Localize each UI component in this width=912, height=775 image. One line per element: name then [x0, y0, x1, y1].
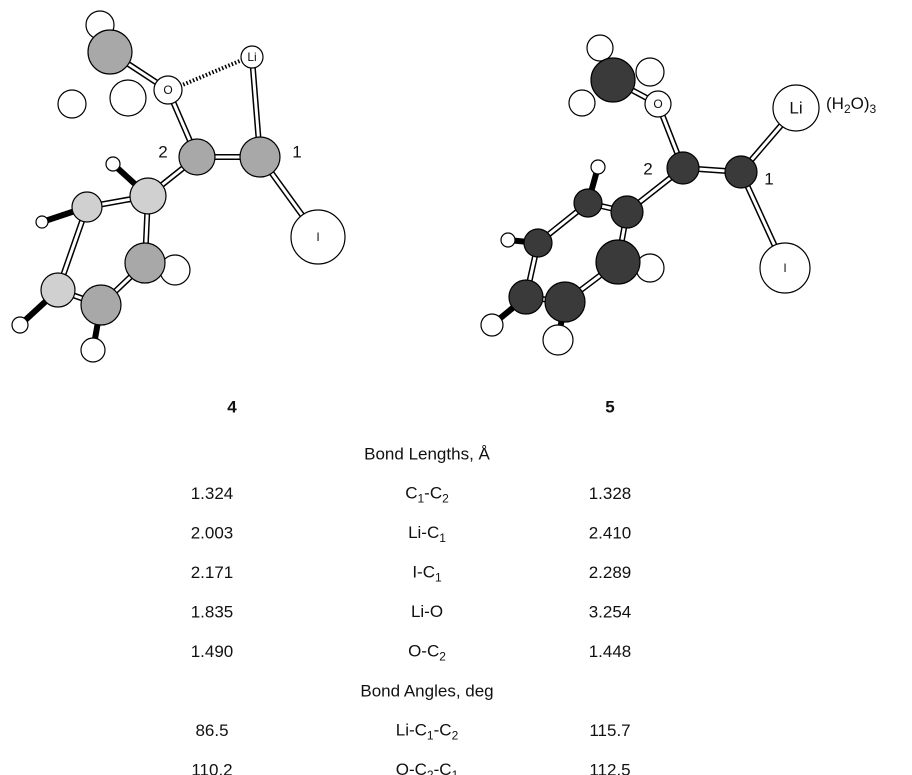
atom-label: I: [783, 261, 786, 275]
compound-label: 5: [605, 397, 614, 416]
atom-number: 1: [292, 142, 301, 161]
value-4: 1.490: [191, 642, 234, 661]
subscript: 1: [439, 531, 446, 545]
value-5: 3.254: [589, 602, 632, 621]
value-5: 2.289: [589, 563, 632, 582]
subscript: 2: [442, 492, 449, 506]
atom-number: 1: [764, 169, 773, 188]
text-part: C: [405, 484, 417, 503]
figure: O Li 2 1 I O Li 2 1 I (H2O)3 4 5 Bond Le…: [0, 0, 912, 775]
value-5: 1.328: [589, 484, 632, 503]
text-part: -C: [434, 721, 452, 740]
value-5: 112.5: [589, 760, 630, 775]
text-part: I-C: [412, 563, 435, 582]
structure-5: O Li 2 1 I (H2O)3: [481, 35, 877, 355]
parameter: O-C2-C1: [396, 760, 459, 775]
atom-label: Li: [789, 98, 802, 117]
subscript: 3: [870, 102, 877, 116]
atom-label: O: [163, 83, 172, 97]
value-4: 1.835: [191, 602, 234, 621]
text-part: Li-C: [396, 721, 427, 740]
atom-label: Li: [247, 50, 256, 64]
parameter: O-C2: [408, 642, 446, 664]
text-part: Li-C: [408, 523, 439, 542]
subscript: 1: [435, 571, 442, 585]
parameter: Li-O: [411, 602, 443, 621]
subscript: 1: [452, 768, 459, 775]
value-4: 1.324: [191, 484, 234, 503]
section-title: Bond Angles, deg: [360, 681, 493, 700]
parameter: C1-C2: [405, 484, 449, 506]
atom-number: 2: [158, 142, 167, 161]
value-5: 115.7: [589, 721, 630, 740]
value-4: 110.2: [191, 760, 232, 775]
text-part: (H: [826, 94, 844, 113]
atom-label: O: [653, 97, 662, 111]
text-part: O-C: [396, 760, 427, 775]
atom-number: 2: [643, 159, 652, 178]
value-4: 2.003: [191, 523, 234, 542]
subscript: 2: [439, 650, 446, 664]
section-title: Bond Lengths, Å: [364, 444, 490, 463]
subscript: 2: [452, 729, 459, 743]
parameter: I-C1: [412, 563, 442, 585]
text-part: -C: [424, 484, 442, 503]
value-4: 86.5: [195, 721, 228, 740]
text-part: -C: [434, 760, 452, 775]
compound-label: 4: [227, 397, 237, 416]
atom-label: I: [316, 230, 319, 244]
text-part: Li-O: [411, 602, 443, 621]
value-5: 2.410: [589, 523, 632, 542]
text-part: O): [851, 94, 870, 113]
parameter: Li-C1: [408, 523, 446, 545]
value-4: 2.171: [191, 563, 234, 582]
parameter: Li-C1-C2: [396, 721, 459, 743]
text-part: O-C: [408, 642, 439, 661]
ligand-label: (H2O)3: [826, 94, 877, 116]
structure-4: O Li 2 1 I: [12, 11, 345, 362]
value-5: 1.448: [589, 642, 632, 661]
